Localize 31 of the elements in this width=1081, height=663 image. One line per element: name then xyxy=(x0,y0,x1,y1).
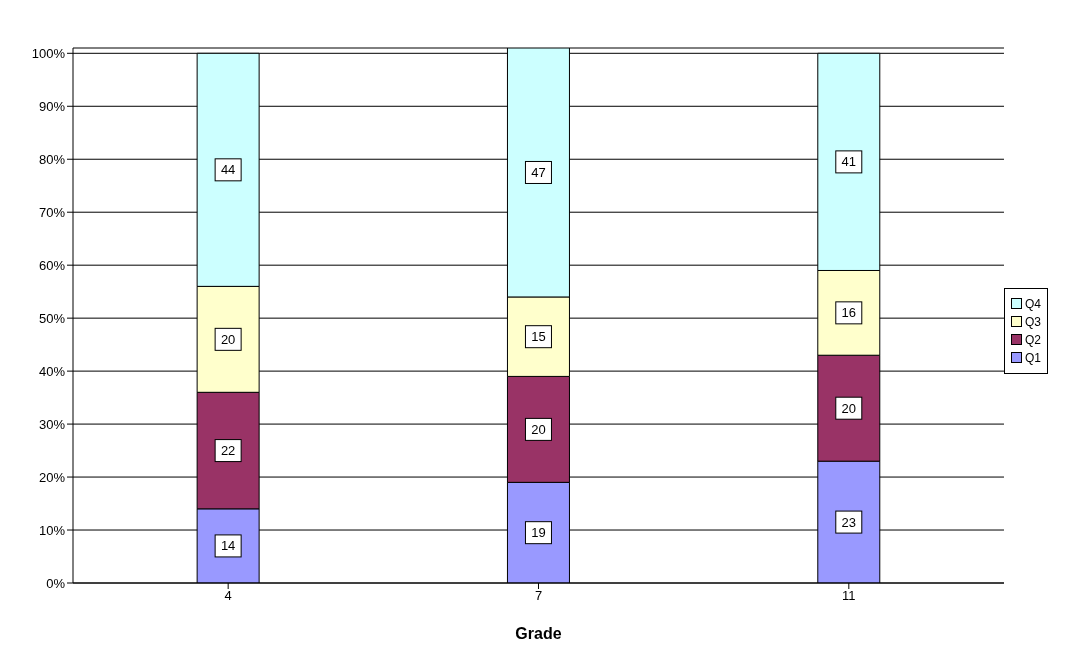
y-tick-label: 50% xyxy=(38,310,66,326)
data-label: 41 xyxy=(841,154,857,170)
data-label: 47 xyxy=(531,164,546,180)
y-tick-label: 30% xyxy=(38,416,66,432)
data-label: 16 xyxy=(841,305,857,321)
data-label: 22 xyxy=(220,443,236,459)
y-tick-label: 90% xyxy=(38,98,66,114)
data-label: 44 xyxy=(220,162,236,178)
data-label: 20 xyxy=(220,331,236,347)
data-label: 20 xyxy=(531,421,546,437)
x-tick-label: 7 xyxy=(534,588,543,604)
y-tick-label: 20% xyxy=(38,469,66,485)
y-tick-label: 60% xyxy=(38,257,66,273)
legend-label: Q2 xyxy=(1024,332,1041,347)
data-label: 14 xyxy=(220,538,236,554)
legend-label: Q3 xyxy=(1024,314,1041,329)
data-label: 19 xyxy=(531,525,546,541)
y-tick-label: 80% xyxy=(38,151,66,167)
data-label: 23 xyxy=(841,514,857,530)
x-axis-title: Grade xyxy=(515,625,562,642)
data-label: 15 xyxy=(531,329,546,345)
data-label: 20 xyxy=(841,400,857,416)
legend-label: Q4 xyxy=(1024,296,1041,311)
y-tick-label: 40% xyxy=(38,363,66,379)
y-tick-label: 10% xyxy=(38,522,66,538)
y-tick-label: 0% xyxy=(46,575,66,591)
y-tick-label: 70% xyxy=(38,204,66,220)
x-tick-label: 4 xyxy=(224,588,232,604)
legend-label: Q1 xyxy=(1024,350,1041,365)
y-tick-label: 100% xyxy=(31,45,66,61)
x-tick-label: 11 xyxy=(842,588,856,604)
